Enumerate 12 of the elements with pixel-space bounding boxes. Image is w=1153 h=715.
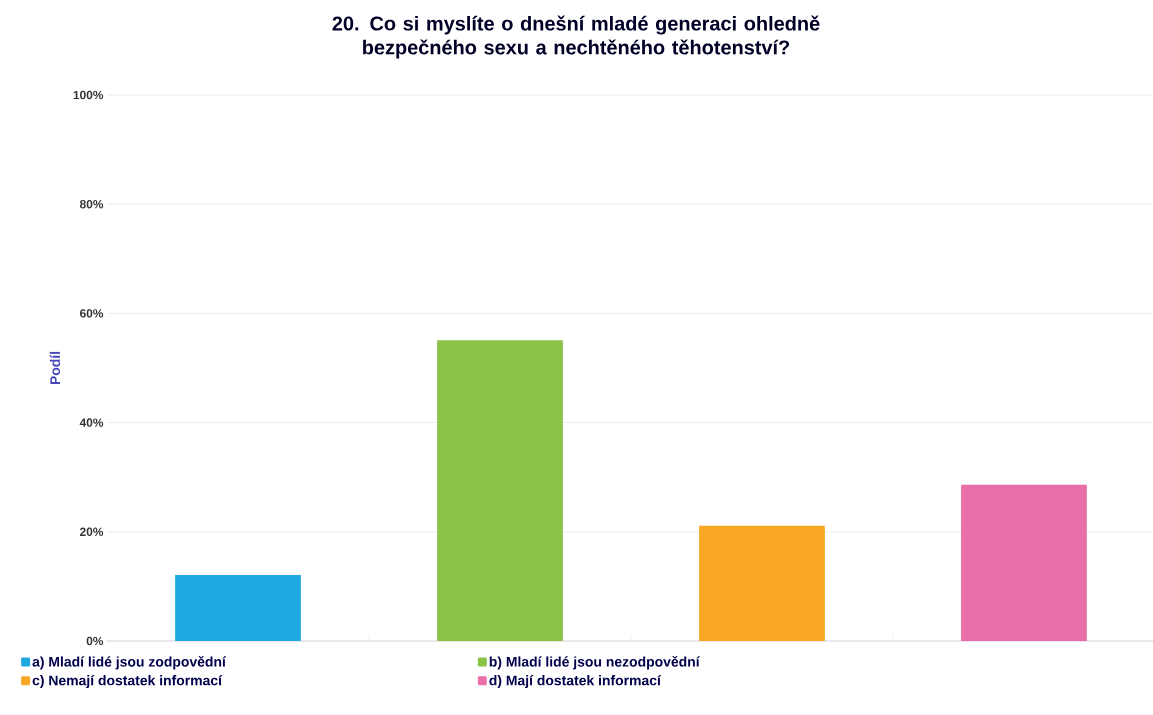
y-tick-label: 60% [79, 309, 104, 318]
legend-label: b) Mladí lidé jsou nezodpovědní [489, 656, 700, 670]
y-tick-label: 0% [86, 636, 104, 646]
y-tick-label: 100% [73, 90, 104, 100]
legend-label: d) Mají dostatek informací [489, 674, 662, 689]
chart-title: 20. Co si myslíte o dnešní mladé generaci ohledně bezpečného sexu a nechtěného těhotenství? [332, 15, 820, 59]
legend-label: c) Nemají dostatek informací [32, 674, 223, 689]
y-tick-label: 80% [79, 199, 104, 209]
legend-label: a) Mladí lidé jsou zodpovědní [32, 656, 227, 670]
y-tick-label: 40% [79, 418, 104, 427]
y-axis-title: Podíl [49, 351, 61, 385]
y-tick-label: 20% [79, 527, 104, 537]
